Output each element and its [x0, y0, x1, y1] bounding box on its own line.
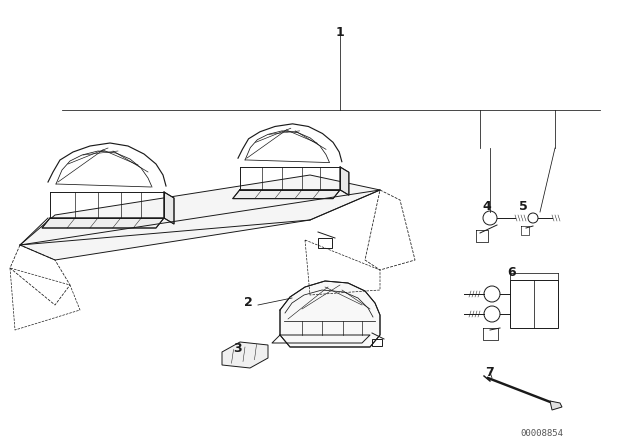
- Text: 7: 7: [486, 366, 494, 379]
- Polygon shape: [42, 218, 164, 228]
- Bar: [510, 280, 558, 328]
- Polygon shape: [233, 190, 340, 198]
- Polygon shape: [222, 342, 268, 368]
- Polygon shape: [340, 167, 349, 195]
- Text: 6: 6: [508, 267, 516, 280]
- Polygon shape: [280, 281, 380, 347]
- Text: 5: 5: [518, 201, 527, 214]
- Text: 00008854: 00008854: [520, 430, 563, 439]
- Text: 3: 3: [234, 341, 243, 354]
- Polygon shape: [20, 175, 380, 260]
- Text: 4: 4: [483, 201, 492, 214]
- Bar: [372, 339, 382, 346]
- Bar: [318, 238, 332, 248]
- Polygon shape: [164, 192, 174, 224]
- Text: 2: 2: [244, 296, 252, 309]
- Text: 1: 1: [335, 26, 344, 39]
- Polygon shape: [550, 401, 562, 410]
